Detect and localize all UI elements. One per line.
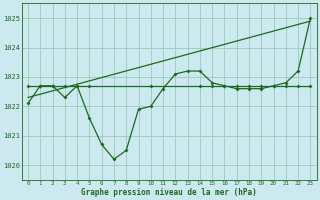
X-axis label: Graphe pression niveau de la mer (hPa): Graphe pression niveau de la mer (hPa) (81, 188, 257, 197)
